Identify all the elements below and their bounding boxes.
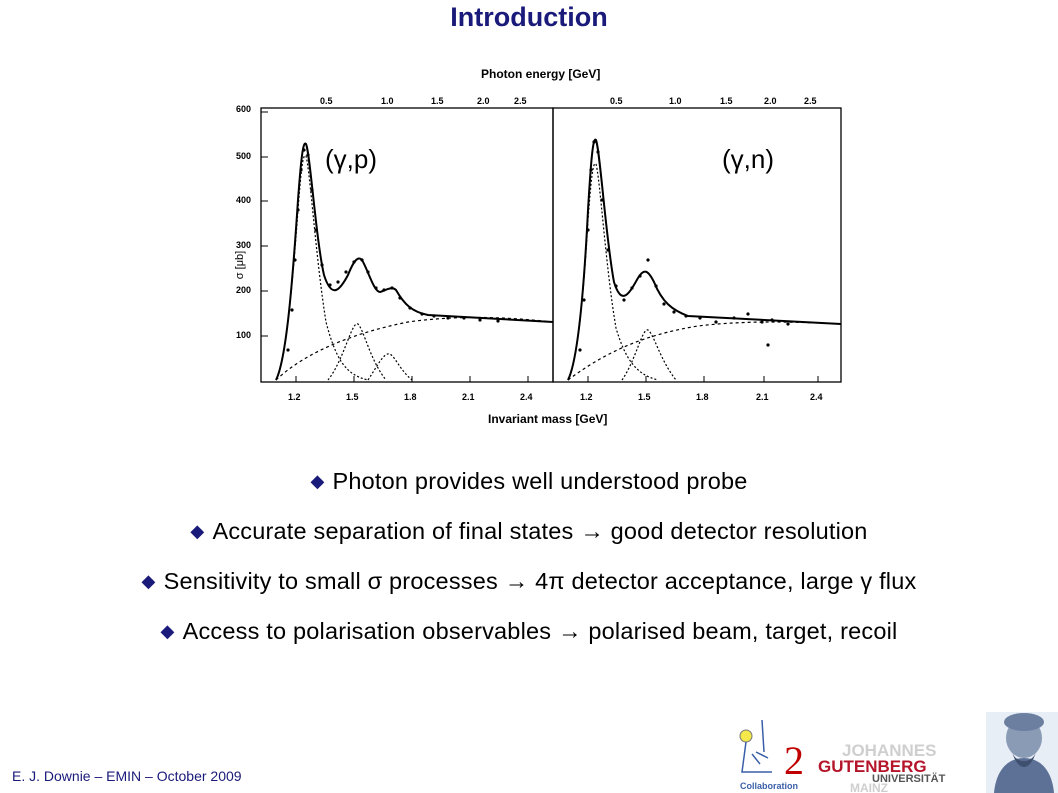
y-tick: 400 [236,195,251,205]
uni-logo-line1: JOHANNES [842,741,936,760]
bullet-item: ◆ Access to polarisation observables → po… [0,614,1058,664]
resonance-2-curve-n [621,329,677,381]
background-curve-p [275,316,554,381]
bullet-item: ◆ Photon provides well understood probe [0,464,1058,514]
delta-peak-curve-p [275,154,369,381]
bullet-text: Accurate separation of final states → go… [212,518,868,544]
top-tick: 0.5 [320,96,333,106]
diamond-bullet-icon: ◆ [310,471,325,491]
a2-caption: Collaboration [740,781,798,791]
bottom-tick: 1.2 [580,392,593,402]
bottom-tick: 1.5 [638,392,651,402]
gutenberg-portrait-image [986,712,1058,793]
resonance-2-curve-p [327,323,387,381]
footer-text: E. J. Downie – EMIN – October 2009 [12,768,242,784]
bullet-text: Photon provides well understood probe [332,468,748,494]
top-tick: 1.0 [669,96,682,106]
bullet-list: ◆ Photon provides well understood probe ◆… [0,464,1058,664]
bottom-tick: 2.1 [462,392,475,402]
data-points-n [578,140,790,352]
bottom-tick: 1.8 [404,392,417,402]
top-tick: 2.0 [477,96,490,106]
bottom-tick: 1.8 [696,392,709,402]
panel-label-gamma-p: (γ,p) [325,144,377,174]
plot-frame-right [552,107,842,383]
top-axis-label: Photon energy [GeV] [481,67,600,81]
diamond-bullet-icon: ◆ [160,621,175,641]
total-fit-curve-n [567,138,842,381]
bottom-axis-label: Invariant mass [GeV] [488,412,607,426]
y-tick: 500 [236,151,251,161]
a2-number: 2 [784,738,804,783]
bullet-text: Access to polarisation observables → pol… [182,618,898,644]
top-tick: 1.5 [720,96,733,106]
uni-logo-line3: UNIVERSITÄT [872,772,946,785]
bottom-tick: 1.2 [288,392,301,402]
top-tick: 2.5 [804,96,817,106]
a2-collaboration-logo: 2 Collaboration [739,719,804,791]
bottom-tick: 2.4 [520,392,533,402]
bullet-item: ◆ Accurate separation of final states → g… [0,514,1058,564]
top-tick: 2.0 [764,96,777,106]
slide-title: Introduction [450,2,608,32]
diamond-bullet-icon: ◆ [141,571,156,591]
top-tick: 1.0 [381,96,394,106]
y-tick: 300 [236,240,251,250]
data-points-p [286,148,500,352]
uni-logo-line4: MAINZ [850,781,888,793]
bullet-text: Sensitivity to small σ processes → 4π de… [163,568,917,594]
gutenberg-university-logo: JOHANNES GUTENBERG UNIVERSITÄT MAINZ [818,741,946,793]
tick-marks [261,111,819,382]
cross-section-figure: Photon energy [GeV] Invariant mass [GeV]… [234,67,842,426]
panel-label-gamma-n: (γ,n) [722,144,774,174]
bottom-tick: 2.4 [810,392,823,402]
logos: 2 Collaboration JOHANNES GUTENBERG UNIVE… [739,712,1058,793]
y-axis-label: σ [μb] [234,251,246,279]
top-tick: 0.5 [610,96,623,106]
bottom-tick: 2.1 [756,392,769,402]
total-fit-curve-p [275,142,554,381]
bullet-item: ◆ Sensitivity to small σ processes → 4π d… [0,564,1058,614]
bottom-tick: 1.5 [346,392,359,402]
top-tick: 2.5 [514,96,527,106]
background-curve-n [567,321,842,381]
y-tick: 200 [236,285,251,295]
y-tick: 600 [236,104,251,114]
top-tick: 1.5 [431,96,444,106]
uni-logo-line2: GUTENBERG [818,757,927,776]
diamond-bullet-icon: ◆ [190,521,205,541]
resonance-3-curve-p [367,353,413,381]
y-tick: 100 [236,330,251,340]
